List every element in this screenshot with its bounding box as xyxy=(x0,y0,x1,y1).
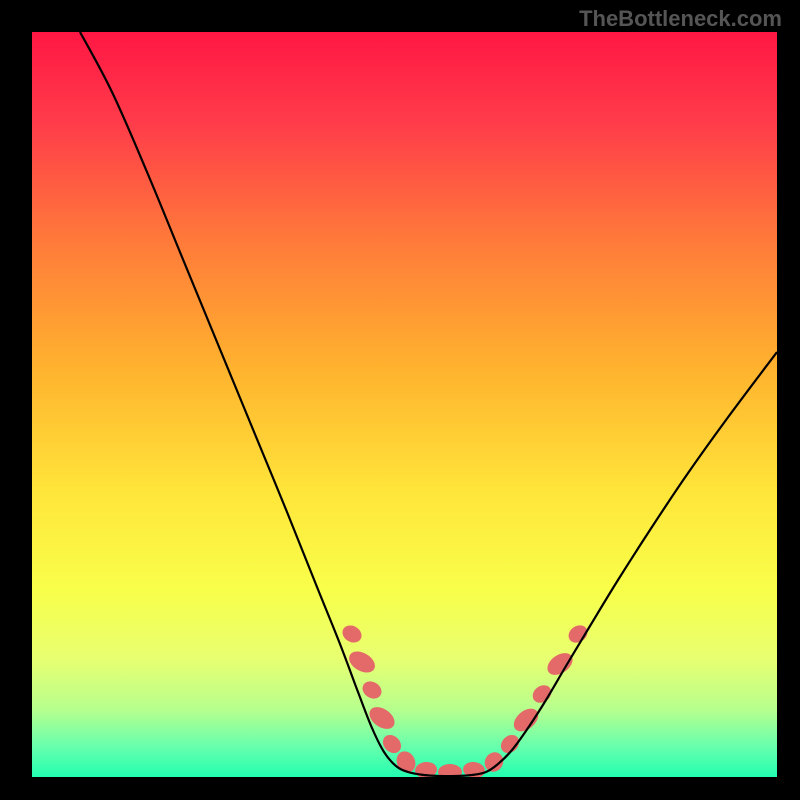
canvas: TheBottleneck.com xyxy=(0,0,800,800)
bump-marker xyxy=(365,703,398,734)
bump-marker xyxy=(339,622,364,646)
curve-layer xyxy=(32,32,777,777)
bump-marker xyxy=(529,682,555,707)
bottleneck-curve xyxy=(80,32,777,776)
watermark-text: TheBottleneck.com xyxy=(579,6,782,32)
bump-marker xyxy=(359,678,384,702)
plot-area xyxy=(32,32,777,777)
bump-marker xyxy=(565,622,591,646)
bump-group xyxy=(339,622,590,777)
